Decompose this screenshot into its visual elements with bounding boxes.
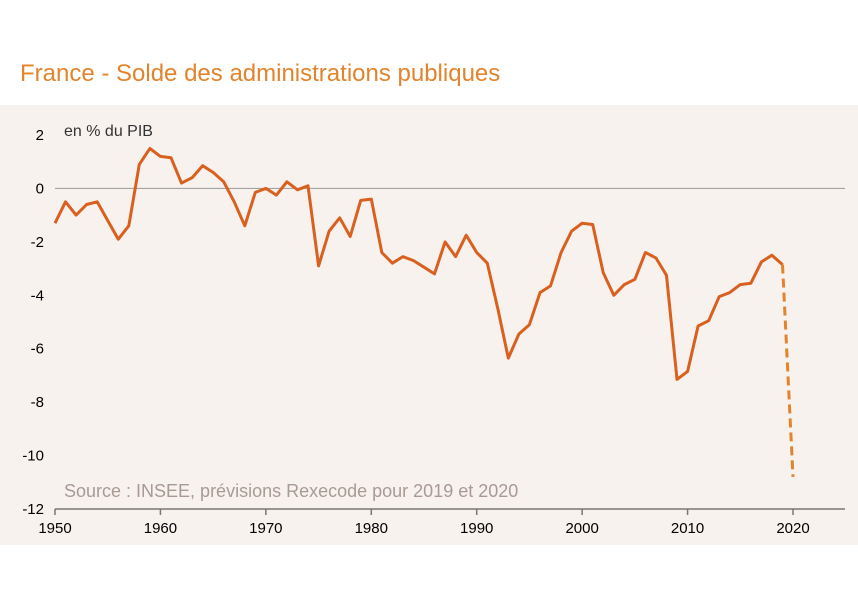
y-tick-label: -12 [22,501,44,518]
y-tick-label: -4 [31,287,44,304]
y-tick-label: -2 [31,234,44,251]
y-tick-label: -10 [22,448,44,465]
y-tick-label: 2 [36,127,44,144]
balance-series-line [53,146,784,381]
series-group [53,146,795,477]
source-note: Source : INSEE, prévisions Rexecode pour… [64,481,518,501]
x-tick-label: 2000 [565,520,598,537]
y-tick-label: -6 [31,341,44,358]
x-tick-label: 1960 [144,520,177,537]
x-axis-ticks: 1950 1960 1970 1980 1990 2000 2010 2020 [38,509,810,537]
x-tick-label: 1990 [460,520,493,537]
y-tick-label: -8 [31,394,44,411]
x-tick-label: 1950 [38,520,71,537]
chart-panel [0,105,858,545]
y-tick-label: 0 [36,180,44,197]
chart-title: France - Solde des administrations publi… [20,60,501,87]
y-axis-ticks: 2 0 -2 -4 -6 -8 -10 -12 [22,127,44,518]
x-tick-label: 2010 [671,520,704,537]
x-tick-label: 1980 [355,520,388,537]
y-axis-unit-label: en % du PIB [64,123,153,140]
x-tick-label: 2020 [776,520,809,537]
forecast-series-line [781,264,795,477]
x-tick-label: 1970 [249,520,282,537]
